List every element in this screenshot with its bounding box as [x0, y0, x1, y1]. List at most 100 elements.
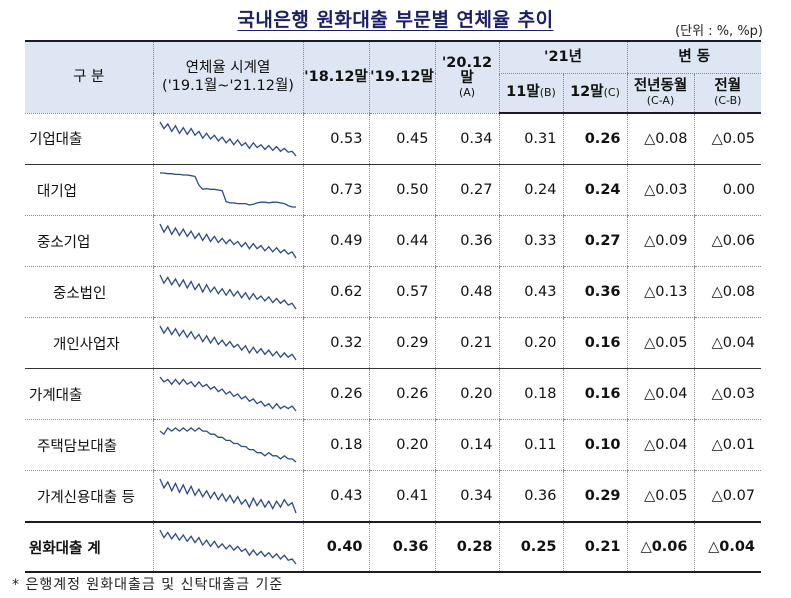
header-20: '20.12말 (A) [434, 40, 499, 114]
cell-20: 0.20 [434, 368, 499, 420]
table-row: 대기업 0.73 0.50 0.27 0.24 0.24 △0.03 0.00 [25, 164, 762, 216]
header-dec: 12말(C) [562, 73, 627, 114]
cell-yoy: △0.09 [626, 215, 694, 267]
row-label: 개인사업자 [25, 317, 153, 369]
cell-dec: 0.36 [562, 266, 627, 318]
cell-dec: 0.16 [562, 368, 627, 420]
cell-19: 0.50 [368, 164, 435, 216]
cell-nov: 0.25 [498, 521, 563, 573]
header-20-sub: (A) [458, 85, 476, 99]
cell-19: 0.20 [368, 419, 435, 471]
sparkline-series [159, 223, 297, 259]
row-label: 중소기업 [25, 215, 153, 267]
header-mom-label: 전월 [714, 78, 742, 95]
header-yoy-sub: (C-A) [646, 93, 675, 107]
cell-19: 0.36 [368, 521, 435, 573]
cell-18: 0.26 [302, 368, 369, 420]
cell-20: 0.34 [434, 113, 499, 165]
header-nov: 11말(B) [498, 73, 563, 114]
cell-nov: 0.31 [498, 113, 563, 165]
cell-18: 0.73 [302, 164, 369, 216]
cell-nov: 0.20 [498, 317, 563, 369]
cell-19: 0.26 [368, 368, 435, 420]
delinquency-table: 구 분 연체율 시계열 ('19.1월~'21.12월) '18.12말 '19… [25, 40, 762, 573]
cell-dec: 0.16 [562, 317, 627, 369]
header-category: 구 분 [25, 40, 153, 114]
cell-mom: △0.01 [693, 419, 762, 471]
cell-19: 0.44 [368, 215, 435, 267]
cell-yoy: △0.03 [626, 164, 694, 216]
cell-18: 0.62 [302, 266, 369, 318]
sparkline [152, 368, 303, 420]
sparkline-series [159, 325, 297, 361]
sparkline-chart [159, 274, 297, 310]
sparkline-series [159, 427, 297, 463]
page-title: 국내은행 원화대출 부문별 연체율 추이 [237, 9, 554, 31]
cell-18: 0.43 [302, 470, 369, 523]
header-18: '18.12말 [302, 40, 369, 114]
header-yoy: 전년동월 (C-A) [626, 73, 694, 114]
sparkline-series [159, 121, 297, 157]
sparkline-chart [160, 172, 296, 208]
cell-dec: 0.26 [562, 113, 627, 165]
cell-mom: △0.04 [693, 521, 762, 573]
cell-20: 0.28 [434, 521, 499, 573]
header-mom: 전월 (C-B) [693, 73, 762, 114]
row-label: 주택담보대출 [25, 419, 153, 471]
header-series-line1: 연체율 시계열 [185, 59, 271, 76]
cell-20: 0.14 [434, 419, 499, 471]
cell-18: 0.18 [302, 419, 369, 471]
sparkline [152, 164, 303, 216]
cell-yoy: △0.13 [626, 266, 694, 318]
sparkline-chart [159, 427, 297, 463]
cell-dec: 0.24 [562, 164, 627, 216]
sparkline [152, 215, 303, 267]
row-label: 대기업 [25, 164, 153, 216]
cell-mom: 0.00 [693, 164, 762, 216]
sparkline-series [159, 529, 297, 565]
cell-18: 0.40 [302, 521, 369, 573]
cell-nov: 0.18 [498, 368, 563, 420]
table-row: 중소법인 0.62 0.57 0.48 0.43 0.36 △0.13 △0.0… [25, 266, 762, 318]
cell-20: 0.36 [434, 215, 499, 267]
cell-dec: 0.21 [562, 521, 627, 573]
cell-dec: 0.27 [562, 215, 627, 267]
sparkline [152, 317, 303, 369]
title-wrap: 국내은행 원화대출 부문별 연체율 추이 [0, 0, 791, 32]
header-20-label: '20.12말 [441, 55, 493, 87]
cell-yoy: △0.04 [626, 368, 694, 420]
row-label: 가계신용대출 등 [25, 470, 153, 523]
table-row: 가계신용대출 등 0.43 0.41 0.34 0.36 0.29 △0.05 … [25, 470, 762, 523]
cell-yoy: △0.06 [626, 521, 694, 573]
cell-19: 0.41 [368, 470, 435, 523]
header-series-line2: ('19.1월~'21.12월) [162, 77, 294, 94]
cell-yoy: △0.04 [626, 419, 694, 471]
header-mom-sub: (C-B) [714, 93, 742, 107]
cell-mom: △0.08 [693, 266, 762, 318]
header-19: '19.12말 [368, 40, 435, 114]
header-yoy-label: 전년동월 [633, 78, 688, 95]
row-label: 중소법인 [25, 266, 153, 318]
cell-yoy: △0.05 [626, 317, 694, 369]
sparkline-chart [159, 121, 297, 157]
sparkline-series [159, 274, 297, 310]
sparkline-chart [159, 325, 297, 361]
table-row: 가계대출 0.26 0.26 0.20 0.18 0.16 △0.04 △0.0… [25, 368, 762, 420]
unit-note: (단위 : %, %p) [675, 24, 763, 39]
sparkline [152, 419, 303, 471]
sparkline-series [160, 172, 296, 208]
cell-yoy: △0.05 [626, 470, 694, 523]
row-label: 원화대출 계 [25, 521, 153, 573]
row-label: 가계대출 [25, 368, 153, 420]
sparkline [152, 521, 303, 573]
cell-19: 0.29 [368, 317, 435, 369]
cell-18: 0.53 [302, 113, 369, 165]
table-row: 기업대출 0.53 0.45 0.34 0.31 0.26 △0.08 △0.0… [25, 113, 762, 165]
cell-nov: 0.11 [498, 419, 563, 471]
cell-mom: △0.04 [693, 317, 762, 369]
sparkline-series [159, 376, 297, 412]
footnote: * 은행계정 원화대출금 및 신탁대출금 기준 [12, 577, 284, 593]
table-row-total: 원화대출 계 0.40 0.36 0.28 0.25 0.21 △0.06 △0… [25, 521, 762, 573]
cell-20: 0.48 [434, 266, 499, 318]
sparkline [152, 113, 303, 165]
